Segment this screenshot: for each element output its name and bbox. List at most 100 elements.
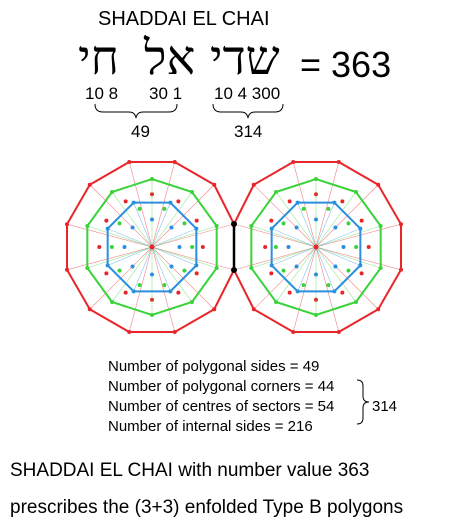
brace-el-chai — [94, 103, 178, 119]
left-polygon-inner-corner — [194, 226, 199, 231]
right-polygon-inner-corner — [358, 226, 363, 231]
left-polygon-inner-corner — [105, 226, 110, 231]
left-polygon-inner-ray — [151, 246, 197, 266]
right-polygon-outer-sector-centre — [263, 245, 268, 249]
left-polygon-middle-corner — [150, 177, 154, 181]
number-value-equation: = 363 — [300, 44, 392, 85]
left-polygon-middle-sector-centre — [162, 206, 167, 211]
left-polygon-outer-sector-centre — [104, 218, 109, 223]
right-polygon-outer-sector-centre — [359, 218, 364, 223]
left-polygon-middle-corner — [85, 223, 90, 228]
right-polygon-outer-corner — [376, 182, 381, 187]
right-polygon-middle-ray — [251, 246, 317, 269]
letter-values-chai: 10 8 — [85, 84, 119, 103]
left-polygon-middle-sector-centre — [137, 206, 142, 211]
right-polygon-middle-corner — [249, 223, 254, 228]
right-polygon-inner-corner — [269, 226, 274, 231]
right-polygon-middle-sector-centre — [273, 245, 278, 249]
left-polygon-middle-corner — [150, 313, 154, 317]
left-polygon-middle-sector-centre — [109, 245, 114, 249]
left-polygon-inner-corner — [194, 263, 199, 268]
hebrew-word-el: אל — [144, 30, 196, 86]
left-polygon-outer-corner — [172, 330, 177, 335]
left-polygon-inner-ray — [151, 246, 171, 292]
left-polygon-outer-sector-centre — [200, 245, 205, 249]
left-polygon-outer-ray — [151, 246, 176, 333]
axis-top-vertex — [231, 221, 237, 227]
right-polygon-middle-sector-centre — [281, 268, 286, 273]
right-polygon-outer-corner — [291, 330, 296, 335]
right-polygon-middle-sector-centre — [301, 283, 306, 288]
right-polygon-middle-ray — [315, 246, 357, 303]
left-polygon-middle-ray — [151, 246, 217, 269]
right-polygon-inner-sector-centre — [341, 245, 346, 249]
right-polygon-inner-corner — [295, 289, 300, 294]
left-polygon-outer-corner — [127, 330, 132, 335]
right-polygon-outer-ray — [292, 161, 317, 248]
right-polygon-inner-ray — [271, 246, 317, 266]
right-polygon-inner-ray — [315, 202, 335, 248]
right-polygon-inner-sector-centre — [314, 217, 318, 222]
right-polygon-outer-ray — [233, 246, 317, 271]
right-centre-dot — [313, 244, 319, 250]
left-polygon-middle-sector-centre — [182, 268, 187, 273]
right-polygon-inner-corner — [332, 200, 337, 205]
right-polygon-inner-sector-centre — [294, 264, 299, 269]
left-polygon-inner-ray — [151, 228, 197, 248]
right-polygon-middle-corner — [378, 266, 383, 271]
right-polygon-inner-ray — [315, 228, 361, 248]
left-polygon-middle-ray — [151, 246, 193, 303]
left-polygon-inner-ray — [133, 246, 153, 292]
left-polygon-outer-sector-centre — [104, 271, 109, 276]
left-polygon-outer-ray — [66, 246, 153, 271]
caption-line-1: SHADDAI EL CHAI with number value 363 — [10, 460, 370, 481]
left-polygon-middle-ray — [111, 191, 153, 248]
hebrew-word-chai: חי — [78, 30, 119, 86]
left-centre-dot — [149, 244, 155, 250]
left-polygon-inner-ray — [151, 202, 171, 248]
right-polygon-inner-sector-centre — [286, 245, 291, 249]
right-polygon-inner-sector-centre — [333, 264, 338, 269]
caption-line-2: prescribes the (3+3) enfolded Type B pol… — [10, 497, 404, 518]
right-polygon-inner-ray — [297, 202, 317, 248]
left-polygon-inner-sector-centre — [150, 272, 154, 277]
left-polygon-inner-corner — [105, 263, 110, 268]
right-polygon-outer-corner — [251, 307, 256, 312]
bracket-total: 314 — [372, 398, 398, 415]
sum-el-chai: 49 — [131, 122, 150, 141]
stat-polygonal-sides: Number of polygonal sides = 49 — [108, 358, 320, 375]
left-polygon-outer-ray — [66, 223, 153, 248]
right-polygon-middle-sector-centre — [301, 206, 306, 211]
left-polygon-outer-sector-centre — [97, 245, 102, 249]
left-polygon-middle-sector-centre — [182, 221, 187, 226]
left-polygon-outer-corner — [212, 307, 217, 312]
right-polygon-outer-sector-centre — [269, 218, 274, 223]
left-polygon-inner-sector-centre — [130, 264, 135, 269]
right-polygon-outer-corner — [336, 159, 341, 164]
left-polygon-middle-corner — [110, 189, 115, 194]
right-polygon-middle-ray — [275, 246, 317, 303]
right-polygon-outer-ray — [315, 161, 340, 248]
right-polygon-inner-corner — [269, 263, 274, 268]
right-polygon-middle-sector-centre — [354, 245, 359, 249]
right-polygon-inner-ray — [315, 246, 361, 266]
right-polygon-middle-sector-centre — [326, 206, 331, 211]
right-polygon-outer-sector-centre — [269, 271, 274, 276]
left-polygon-inner-sector-centre — [169, 225, 174, 230]
left-polygon-middle-ray — [151, 225, 217, 248]
sum-shaddai: 314 — [234, 122, 263, 141]
left-polygon-inner-corner — [131, 289, 136, 294]
left-polygon-inner-ray — [133, 202, 153, 248]
right-polygon-middle-corner — [314, 313, 318, 317]
left-polygon-outer-sector-centre — [123, 290, 128, 295]
left-polygon-outer-corner — [127, 159, 132, 164]
right-polygon-inner-sector-centre — [333, 225, 338, 230]
left-polygon-middle-ray — [111, 246, 153, 303]
right-polygon-middle-sector-centre — [346, 221, 351, 226]
right-polygon-inner-sector-centre — [294, 225, 299, 230]
right-polygon-inner-corner — [358, 263, 363, 268]
right-polygon-middle-ray — [275, 191, 317, 248]
left-polygon-middle-sector-centre — [162, 283, 167, 288]
right-polygon-middle-corner — [274, 189, 279, 194]
